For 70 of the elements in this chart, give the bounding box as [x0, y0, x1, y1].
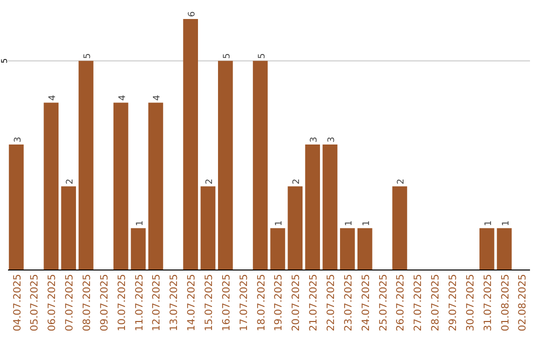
data-label: 1: [501, 220, 512, 226]
bar: [218, 60, 233, 270]
data-label: 3: [327, 136, 337, 142]
bar: [305, 144, 320, 270]
x-tick-label: 30.07.2025: [465, 274, 476, 332]
x-tick-label: 06.07.2025: [47, 274, 58, 332]
x-tick-label: 12.07.2025: [152, 274, 163, 332]
x-tick-label: 10.07.2025: [116, 274, 128, 332]
x-tick-label: 04.07.2025: [12, 274, 24, 332]
data-label: 3: [13, 136, 24, 142]
data-label: 3: [310, 136, 320, 142]
x-tick-label: 24.07.2025: [360, 274, 372, 332]
bar: [148, 102, 164, 270]
data-label: 2: [205, 178, 215, 184]
x-tick-label: 02.08.2025: [518, 274, 529, 332]
bar: [479, 228, 494, 270]
bar: [44, 102, 59, 270]
data-label: 1: [274, 220, 285, 226]
x-tick-label: 18.07.2025: [256, 274, 268, 332]
data-label: 4: [118, 94, 128, 101]
x-tick-label: 25.07.2025: [378, 274, 390, 332]
data-label: 1: [135, 220, 146, 226]
x-tick-label: 29.07.2025: [448, 274, 460, 332]
bar: [113, 102, 128, 270]
x-tick-label: 13.07.2025: [169, 274, 180, 332]
bar: [61, 186, 76, 270]
data-label: 4: [48, 94, 58, 101]
data-label: 1: [344, 220, 354, 226]
x-tick-label: 31.07.2025: [482, 274, 494, 332]
x-tick-label: 14.07.2025: [186, 274, 198, 332]
x-tick-label: 19.07.2025: [274, 274, 285, 332]
data-label: 4: [152, 94, 163, 101]
x-tick-label: 09.07.2025: [99, 274, 110, 332]
data-label: 5: [257, 53, 268, 59]
bar: [200, 186, 216, 270]
x-tick-label: 08.07.2025: [82, 274, 93, 332]
x-tick-label: 11.07.2025: [134, 274, 146, 332]
bar: [130, 228, 146, 270]
x-tick-label: 01.08.2025: [500, 274, 512, 332]
x-tick-label: 22.07.2025: [326, 274, 337, 332]
x-tick-label: 20.07.2025: [291, 274, 302, 332]
x-tick-label: 17.07.2025: [238, 274, 250, 332]
bar: [8, 144, 24, 270]
bar: [78, 60, 94, 270]
data-label: 6: [188, 11, 198, 17]
data-label: 2: [66, 178, 76, 184]
data-label: 1: [484, 220, 494, 226]
bar: [496, 228, 512, 270]
x-tick-label: 07.07.2025: [64, 274, 76, 332]
x-tick-label: 23.07.2025: [343, 274, 354, 332]
x-tick-label: 16.07.2025: [221, 274, 232, 332]
bar: [322, 144, 338, 270]
data-label: 2: [292, 178, 302, 184]
x-tick-label: 21.07.2025: [308, 274, 320, 332]
bar: [340, 228, 355, 270]
x-tick-label: 27.07.2025: [413, 274, 424, 332]
x-tick-label: 15.07.2025: [204, 274, 215, 332]
bar: [270, 228, 286, 270]
bar: [357, 228, 372, 270]
bar: [392, 186, 408, 270]
bar: [252, 60, 268, 270]
data-label: 5: [222, 53, 232, 59]
x-tick-label: 05.07.2025: [30, 274, 41, 332]
x-tick-label: 26.07.2025: [396, 274, 407, 332]
data-label: 1: [362, 220, 372, 226]
bar: [288, 186, 303, 270]
x-tick-label: 28.07.2025: [430, 274, 442, 332]
data-label: 2: [396, 178, 407, 184]
bar: [183, 19, 198, 270]
data-label: 5: [82, 53, 93, 59]
